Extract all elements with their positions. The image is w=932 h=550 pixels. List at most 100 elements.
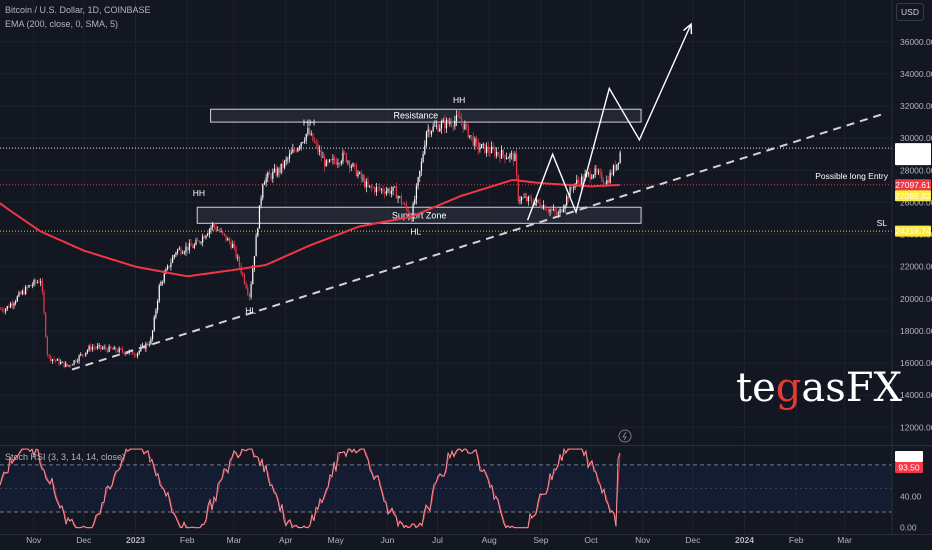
candle-body: [303, 140, 306, 143]
candle-body: [412, 203, 414, 221]
candle-body: [407, 208, 409, 215]
candle-body: [579, 181, 581, 186]
candle-body: [277, 168, 279, 176]
candle-body: [200, 242, 202, 243]
candle-body: [183, 251, 185, 253]
candle-body: [601, 172, 603, 182]
candle-body: [512, 153, 514, 162]
candle-body: [464, 124, 466, 130]
candle-body: [549, 209, 551, 212]
candle-body: [370, 185, 372, 188]
x-tick-label: May: [328, 535, 345, 545]
candle-body: [392, 186, 394, 192]
candle-body: [115, 347, 117, 351]
candle-body: [339, 163, 341, 164]
candle-body: [73, 360, 75, 365]
candle-body: [155, 310, 157, 318]
candle-body: [35, 280, 37, 283]
candle-body: [449, 123, 451, 124]
projection-arrowhead: [683, 22, 693, 35]
candle-body: [270, 174, 272, 179]
level-note: Possible long Entry: [815, 171, 889, 181]
candle-body: [15, 301, 17, 304]
candle-body: [268, 172, 271, 175]
candle-body: [509, 154, 511, 158]
candle-body: [332, 158, 334, 160]
candle-body: [66, 363, 68, 367]
candle-body: [195, 240, 197, 245]
candle-body: [297, 148, 299, 152]
candle-body: [472, 136, 474, 146]
candle-body: [83, 354, 85, 356]
candle-body: [70, 365, 72, 367]
currency-button[interactable]: USD: [896, 3, 924, 21]
candle-body: [213, 223, 215, 227]
x-tick-label: Jun: [381, 535, 395, 545]
swing-label: HH: [453, 95, 465, 105]
y-tick-label: 12000.00: [900, 422, 932, 432]
candle-body: [429, 129, 431, 135]
candle-body: [288, 154, 291, 159]
candle-body: [48, 354, 50, 356]
candle-body: [207, 234, 209, 236]
candle-body: [352, 163, 354, 167]
candle-body: [562, 208, 564, 213]
candle-body: [198, 240, 200, 243]
candle-body: [168, 265, 170, 268]
candle-body: [552, 209, 554, 211]
x-tick-label: Dec: [685, 535, 701, 545]
candle-body: [462, 122, 464, 130]
candle-body: [591, 177, 593, 179]
candle-body: [544, 205, 546, 210]
candle-body: [120, 348, 122, 350]
candle-body: [465, 124, 468, 126]
candle-body: [350, 166, 352, 168]
candle-body: [320, 150, 322, 158]
candle-body: [96, 346, 99, 349]
y-tick-label: 32000.00: [900, 101, 932, 111]
candle-body: [494, 149, 496, 156]
candle-body: [427, 129, 429, 132]
candle-body: [617, 162, 620, 165]
candle-body: [163, 273, 165, 283]
candle-body: [442, 120, 444, 123]
candle-body: [71, 364, 74, 366]
candle-body: [116, 350, 119, 353]
x-tick-label: Mar: [837, 535, 852, 545]
candle-body: [245, 283, 247, 289]
candle-body: [141, 345, 144, 348]
candle-body: [20, 292, 22, 294]
candle-body: [420, 161, 423, 171]
stoch-k-line: [0, 447, 621, 529]
candle-body: [235, 246, 237, 258]
candle-body: [480, 144, 483, 149]
candle-body: [514, 153, 516, 162]
candle-body: [290, 152, 292, 155]
candle-body: [435, 125, 438, 127]
candle-body: [148, 344, 150, 346]
candle-body: [459, 116, 461, 119]
candle-body: [197, 240, 199, 242]
x-tick-label: Apr: [279, 535, 292, 545]
candle-body: [516, 153, 518, 176]
candle-body: [536, 199, 538, 203]
candle-body: [86, 350, 89, 353]
candle-body: [3, 310, 5, 312]
candle-body: [576, 179, 578, 184]
candle-body: [217, 230, 219, 232]
candle-body: [349, 161, 351, 168]
candle-body: [589, 172, 591, 179]
candle-body: [125, 353, 127, 355]
candle-body: [292, 149, 294, 153]
x-tick-label: Feb: [789, 535, 804, 545]
candle-body: [539, 202, 541, 207]
candle-body: [487, 146, 489, 152]
x-tick-label: Mar: [227, 535, 242, 545]
candle-body: [495, 152, 498, 156]
candle-body: [534, 202, 536, 206]
candle-body: [248, 293, 251, 298]
candle-body: [121, 349, 124, 352]
candle-body: [98, 345, 100, 347]
candle-body: [382, 188, 384, 192]
